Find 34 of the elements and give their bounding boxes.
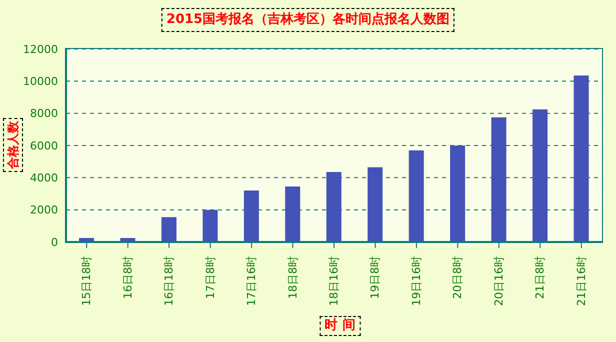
bar — [202, 210, 218, 242]
x-tick-label: 18日8时 — [286, 256, 300, 299]
y-tick-label: 8000 — [30, 107, 58, 120]
y-tick-label: 2000 — [30, 204, 58, 217]
bar — [450, 146, 466, 242]
y-axis-title: 合格人数 — [3, 118, 23, 172]
x-tick-label: 17日16时 — [245, 256, 258, 306]
x-tick-label: 16日18时 — [162, 256, 176, 306]
x-tick-label: 16日8时 — [121, 256, 134, 299]
x-tick-label: 21日16时 — [574, 256, 588, 306]
bar — [368, 167, 383, 242]
bar — [161, 217, 176, 242]
bar — [408, 150, 424, 242]
x-tick-label: 19日16时 — [410, 256, 423, 306]
bar — [285, 186, 300, 242]
y-tick-label: 0 — [51, 236, 58, 249]
y-tick-label: 10000 — [23, 75, 58, 88]
x-tick-label: 15日18时 — [80, 256, 94, 306]
chart-title: 2015国考报名（吉林考区）各时间点报名人数图 — [161, 8, 455, 32]
y-tick-label: 4000 — [30, 172, 58, 185]
x-tick-label: 20日16时 — [492, 256, 506, 306]
x-tick-label: 21日8时 — [534, 256, 547, 299]
x-tick-label: 18日16时 — [328, 256, 340, 306]
bar — [326, 172, 342, 242]
y-tick-label: 6000 — [30, 139, 58, 152]
bar — [532, 109, 548, 242]
bar — [491, 117, 506, 242]
x-tick-label: 17日8时 — [204, 256, 217, 299]
x-tick-label: 20日8时 — [451, 256, 464, 299]
bar — [574, 76, 589, 242]
x-tick-label: 19日8时 — [368, 256, 382, 299]
x-axis-title: 时 间 — [320, 316, 360, 336]
bar — [244, 190, 259, 242]
y-tick-label: 12000 — [23, 42, 58, 56]
